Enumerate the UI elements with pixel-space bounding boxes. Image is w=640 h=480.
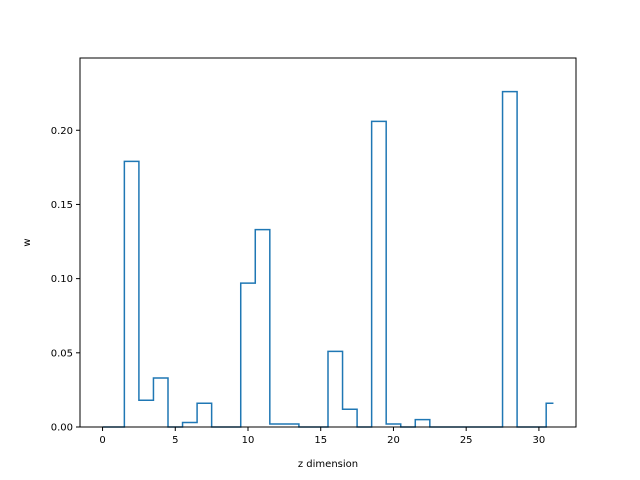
x-axis-ticks: 0 5 10 15 20 25 30	[99, 427, 545, 446]
y-tick-label: 0.15	[51, 200, 73, 211]
y-axis-title: w	[22, 238, 33, 246]
series-step-line	[102, 90, 554, 428]
y-tick-label: 0.00	[51, 423, 73, 434]
x-tick-label: 25	[460, 435, 473, 446]
x-tick-label: 10	[242, 435, 255, 446]
x-tick-label: 5	[172, 435, 178, 446]
y-tick-label: 0.05	[51, 348, 73, 359]
x-axis-title: z dimension	[298, 459, 358, 470]
plot-frame	[79, 57, 577, 428]
y-tick-label: 0.20	[51, 126, 73, 137]
x-tick-label: 30	[533, 435, 546, 446]
series-layer	[102, 90, 554, 428]
x-tick-label: 0	[99, 435, 105, 446]
x-tick-label: 15	[314, 435, 327, 446]
y-tick-label: 0.10	[51, 274, 73, 285]
y-axis-ticks: 0.00 0.05 0.10 0.15 0.20	[51, 126, 80, 434]
x-tick-label: 20	[387, 435, 400, 446]
